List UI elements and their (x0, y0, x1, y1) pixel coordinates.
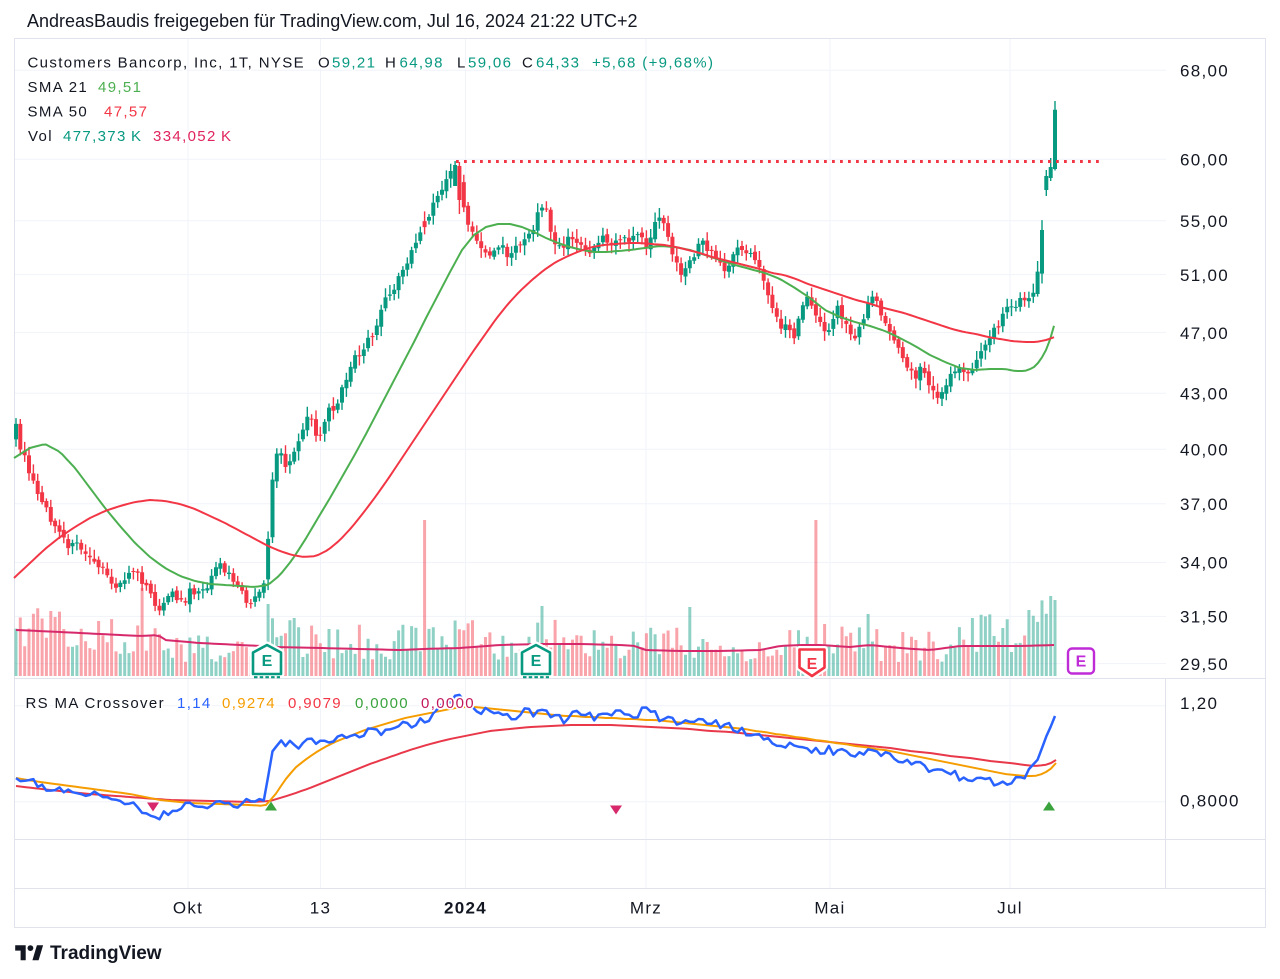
svg-text:334,052 K: 334,052 K (153, 128, 232, 145)
svg-text:Mai: Mai (814, 899, 845, 918)
svg-text:0,9274: 0,9274 (222, 695, 276, 712)
svg-text:RS MA Crossover: RS MA Crossover (26, 695, 165, 712)
svg-text:64,98: 64,98 (400, 55, 444, 72)
svg-text:64,33: 64,33 (536, 55, 580, 72)
svg-text:0,8000: 0,8000 (1180, 792, 1240, 811)
svg-text:13: 13 (310, 899, 332, 918)
svg-text:Vol: Vol (28, 128, 53, 145)
svg-text:E: E (807, 656, 818, 673)
svg-text:2024: 2024 (444, 899, 487, 918)
svg-text:E: E (1076, 654, 1087, 671)
svg-text:37,00: 37,00 (1180, 495, 1229, 514)
svg-text:0,0000: 0,0000 (421, 695, 475, 712)
svg-text:34,00: 34,00 (1180, 554, 1229, 573)
svg-text:E: E (531, 653, 542, 670)
svg-text:Jul: Jul (997, 899, 1023, 918)
svg-text:40,00: 40,00 (1180, 440, 1229, 459)
svg-text:O: O (318, 55, 331, 72)
svg-text:1,20: 1,20 (1180, 694, 1218, 713)
svg-text:60,00: 60,00 (1180, 151, 1229, 170)
svg-text:68,00: 68,00 (1180, 62, 1229, 81)
svg-text:51,00: 51,00 (1180, 266, 1229, 285)
svg-text:Okt: Okt (173, 899, 203, 918)
svg-text:31,50: 31,50 (1180, 608, 1229, 627)
svg-text:SMA 50: SMA 50 (28, 104, 89, 121)
svg-text:Mrz: Mrz (630, 899, 662, 918)
svg-text:SMA 21: SMA 21 (28, 79, 89, 96)
svg-text:+5,68 (+9,68%): +5,68 (+9,68%) (592, 55, 714, 72)
svg-text:C: C (522, 55, 534, 72)
svg-text:0,0000: 0,0000 (355, 695, 409, 712)
svg-text:0,9079: 0,9079 (288, 695, 342, 712)
svg-text:55,00: 55,00 (1180, 212, 1229, 231)
svg-text:59,06: 59,06 (468, 55, 512, 72)
svg-text:477,373 K: 477,373 K (63, 128, 142, 145)
svg-text:E: E (262, 653, 273, 670)
svg-text:1,14: 1,14 (177, 695, 212, 712)
svg-text:TradingView: TradingView (50, 943, 162, 964)
svg-text:59,21: 59,21 (332, 55, 376, 72)
svg-text:L: L (457, 55, 467, 72)
svg-text:Customers Bancorp, Inc, 1T, NY: Customers Bancorp, Inc, 1T, NYSE (28, 55, 305, 72)
svg-text:47,57: 47,57 (104, 104, 148, 121)
svg-text:H: H (385, 55, 397, 72)
svg-text:43,00: 43,00 (1180, 385, 1229, 404)
svg-text:AndreasBaudis freigegeben für: AndreasBaudis freigegeben für TradingVie… (27, 11, 638, 31)
svg-text:47,00: 47,00 (1180, 324, 1229, 343)
svg-text:29,50: 29,50 (1180, 655, 1229, 674)
svg-text:49,51: 49,51 (98, 79, 142, 96)
